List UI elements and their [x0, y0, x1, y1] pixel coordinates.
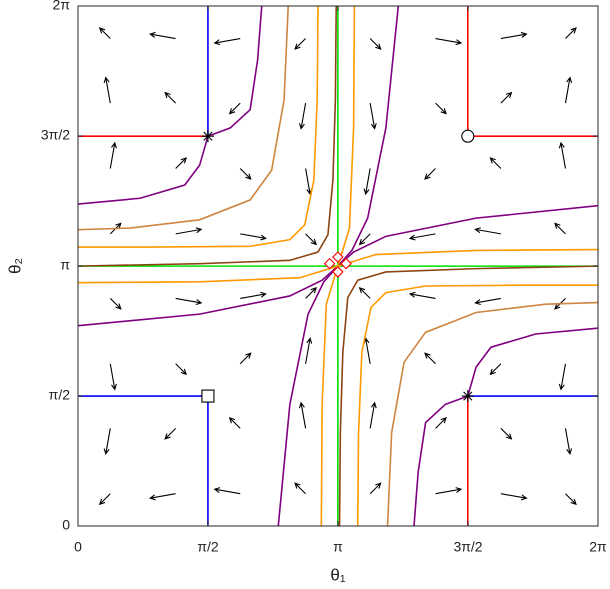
y-tick-label: π/2 — [49, 387, 71, 403]
vector-arrow — [489, 157, 502, 169]
vector-arrow — [175, 363, 188, 376]
vector-arrow — [109, 363, 117, 391]
vector-arrow — [109, 141, 117, 169]
y-tick-label: π — [60, 257, 70, 273]
vector-arrow — [305, 233, 317, 246]
vector-arrow — [228, 102, 241, 115]
vector-arrow — [98, 27, 111, 39]
y-tick-label: 3π/2 — [41, 127, 70, 143]
trajectory — [413, 395, 469, 527]
vector-arrow — [408, 291, 436, 299]
vector-arrow — [103, 428, 111, 456]
x-tick-label: 3π/2 — [453, 539, 482, 555]
vector-arrow — [239, 168, 252, 180]
marker-square — [201, 389, 215, 403]
vector-arrow — [109, 298, 122, 310]
trajectory — [77, 6, 338, 267]
vector-arrow — [103, 76, 111, 104]
vector-arrow — [148, 31, 176, 40]
trajectory — [320, 6, 356, 527]
vector-arrow — [358, 287, 371, 299]
vector-arrow — [435, 487, 463, 495]
vector-arrow — [564, 76, 573, 104]
vector-arrow — [213, 37, 241, 46]
vector-arrow — [98, 493, 111, 506]
y-tick-label: 0 — [62, 517, 70, 533]
x-tick-label: 0 — [74, 539, 82, 555]
vector-arrow — [424, 352, 436, 365]
vector-arrow — [500, 427, 513, 440]
vector-arrow — [564, 428, 573, 456]
vector-arrow — [240, 291, 267, 299]
vector-arrow — [213, 487, 241, 495]
vector-arrow — [369, 38, 382, 50]
trajectory — [386, 301, 598, 527]
vector-arrow — [294, 38, 306, 50]
vector-arrow — [294, 482, 306, 495]
vector-arrow — [305, 337, 313, 364]
x-axis-label: θ₁ — [330, 565, 345, 584]
vector-arrow — [474, 227, 502, 235]
x-tick-label: π/2 — [197, 539, 219, 555]
trajectory — [77, 6, 290, 231]
vector-arrow — [175, 297, 203, 306]
y-tick-label: 2π — [53, 0, 71, 13]
marker-diamond — [332, 266, 344, 278]
marker-diamond — [340, 257, 352, 270]
marker-diamond — [323, 257, 336, 270]
vector-arrow — [369, 482, 382, 495]
vector-arrow — [369, 102, 377, 130]
vector-arrow — [500, 493, 528, 501]
vector-arrow — [175, 227, 203, 235]
vector-arrow — [565, 493, 577, 506]
vector-arrow — [369, 401, 377, 429]
marker-star — [461, 390, 474, 403]
vector-arrow — [474, 297, 502, 306]
trajectory — [356, 284, 598, 527]
vector-arrow — [500, 31, 528, 40]
vector-arrow — [240, 233, 267, 241]
vector-arrow — [298, 401, 307, 429]
vector-arrow — [164, 91, 177, 104]
vector-arrow — [565, 27, 577, 39]
vector-arrow — [175, 157, 188, 169]
marker-circle — [461, 129, 475, 143]
marker-star — [201, 130, 214, 143]
vector-arrow — [489, 363, 502, 376]
vector-arrow — [558, 141, 567, 169]
vector-arrow — [358, 233, 371, 246]
vector-arrow — [363, 168, 371, 196]
vector-arrow — [558, 363, 567, 391]
marker-diamond — [332, 251, 344, 263]
trajectory — [78, 6, 319, 248]
vector-arrow — [164, 427, 177, 440]
plot-area — [77, 6, 598, 527]
vector-arrow — [305, 287, 317, 299]
vector-arrow — [435, 102, 447, 115]
trajectory — [77, 135, 209, 205]
vector-arrow — [408, 233, 436, 241]
x-tick-label: 2π — [589, 539, 607, 555]
vector-arrow — [435, 37, 463, 46]
vector-arrow — [554, 222, 566, 235]
vector-arrow — [500, 91, 513, 104]
vector-arrow — [228, 416, 241, 429]
vector-arrow — [239, 352, 252, 365]
vector-arrow — [298, 102, 307, 130]
vector-arrow — [148, 493, 176, 501]
y-axis-label: θ₂ — [5, 258, 24, 274]
x-tick-label: π — [333, 539, 343, 555]
vector-arrow — [424, 168, 436, 180]
vector-arrow — [435, 416, 447, 429]
trajectory — [467, 327, 598, 397]
trajectory — [207, 6, 263, 137]
trajectory — [338, 265, 598, 527]
